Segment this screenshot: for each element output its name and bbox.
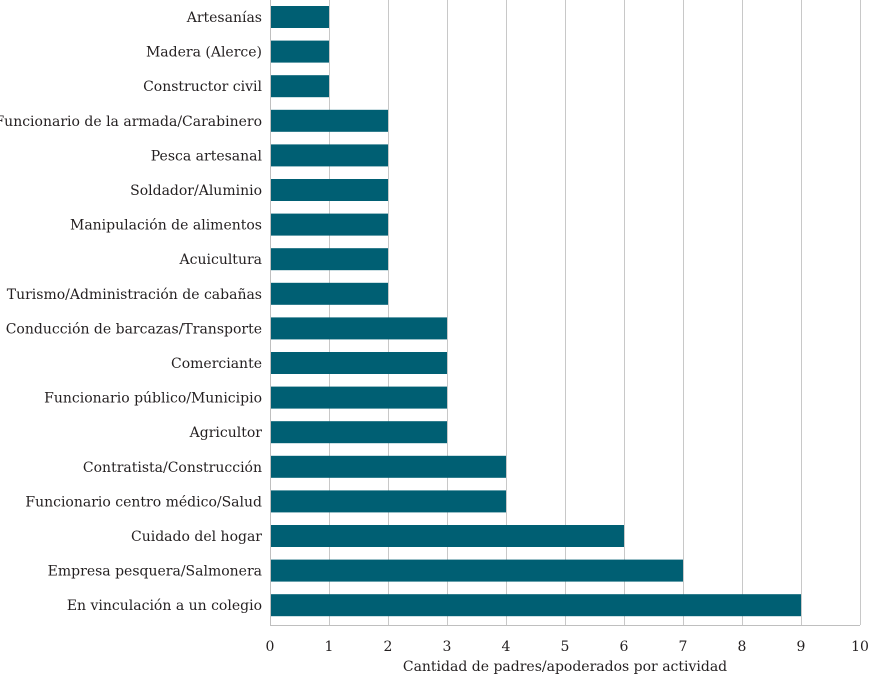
category-label: Agricultor — [189, 425, 263, 441]
bar — [270, 317, 447, 340]
x-tick-label: 5 — [561, 639, 570, 655]
bar — [270, 282, 388, 305]
bar — [270, 594, 801, 617]
category-label: Manipulación de alimentos — [70, 218, 262, 234]
category-label: Soldador/Aluminio — [130, 183, 262, 199]
bar — [270, 525, 624, 547]
bar — [270, 213, 388, 236]
category-label: Contratista/Construcción — [83, 460, 262, 476]
category-label: Turismo/Administración de cabañas — [7, 287, 262, 303]
x-axis-title: Cantidad de padres/apoderados por activi… — [403, 659, 727, 675]
category-label: Funcionario público/Municipio — [44, 391, 262, 407]
category-label: Cuidado del hogar — [131, 529, 262, 545]
bar — [270, 352, 447, 374]
bar — [270, 109, 388, 132]
bar — [270, 179, 388, 201]
x-tick-label: 8 — [738, 639, 747, 655]
bar — [270, 455, 506, 478]
x-tick-label: 6 — [620, 639, 629, 655]
bar — [270, 6, 329, 28]
category-label: Funcionario centro médico/Salud — [25, 494, 262, 510]
x-axis-ticks: 0 1 2 3 4 5 6 7 8 9 10 — [266, 639, 869, 655]
category-label: Comerciante — [171, 356, 262, 372]
grid-lines — [329, 0, 861, 625]
bars — [270, 6, 801, 617]
bar — [270, 248, 388, 271]
bar — [270, 421, 447, 444]
category-label: Artesanías — [186, 10, 262, 26]
x-tick-label: 10 — [851, 639, 869, 655]
x-tick-label: 0 — [266, 639, 275, 655]
bar — [270, 75, 329, 98]
category-label: Conducción de barcazas/Transporte — [6, 321, 262, 337]
x-tick-label: 4 — [502, 639, 511, 655]
x-tick-label: 9 — [797, 639, 806, 655]
category-label: Pesca artesanal — [151, 148, 263, 164]
bar — [270, 386, 447, 409]
x-tick-label: 1 — [325, 639, 334, 655]
category-label: Acuicultura — [179, 252, 262, 268]
x-tick-label: 2 — [384, 639, 393, 655]
bar — [270, 144, 388, 167]
category-label: Empresa pesquera/Salmonera — [48, 564, 262, 580]
x-tick-label: 3 — [443, 639, 452, 655]
x-tick-label: 7 — [679, 639, 688, 655]
category-label: En vinculación a un colegio — [67, 598, 262, 614]
category-labels: Artesanías Madera (Alerce) Constructor civ… — [0, 10, 263, 614]
category-label: Madera (Alerce) — [146, 45, 262, 61]
bar — [270, 40, 329, 63]
bar — [270, 490, 506, 513]
bar — [270, 559, 683, 582]
category-label: Constructor civil — [143, 79, 262, 95]
category-label: Funcionario de la armada/Carabinero — [0, 114, 262, 130]
